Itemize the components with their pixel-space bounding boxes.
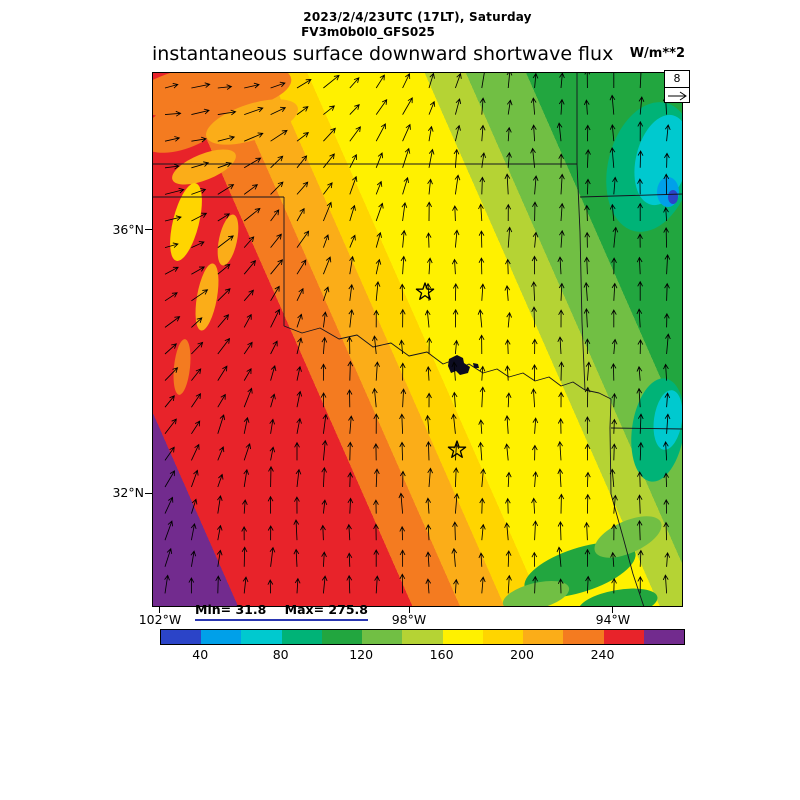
colorbar-segment: [482, 630, 524, 644]
field-max-value: Max= 275.8: [284, 602, 368, 617]
location-star-marker: [447, 440, 467, 458]
lon-tick-label: 94°W: [595, 612, 631, 627]
location-star-marker: [415, 282, 435, 300]
colorbar-tick-label: 40: [192, 647, 209, 662]
lat-tick-mark: [145, 492, 152, 494]
colorbar-tick-label: 160: [429, 647, 454, 662]
field-min-value: Min= 31.8: [195, 602, 267, 617]
colorbar-segment: [362, 630, 403, 644]
lon-tick-mark: [159, 607, 161, 613]
reference-vector-box: 8: [664, 70, 690, 103]
colorbar-segment: [402, 630, 443, 644]
colorbar-segment: [321, 630, 363, 644]
colorbar-segment: [442, 630, 483, 644]
colorbar-tick-label: 240: [590, 647, 615, 662]
units-label: W/m**2: [629, 46, 685, 61]
lat-tick-label: 32°N: [112, 485, 144, 501]
lon-tick-label: 102°W: [138, 612, 182, 627]
colorbar-segment: [523, 630, 564, 644]
star-markers: [415, 282, 467, 458]
map-panel: [132, 61, 694, 620]
colorbar-segment: [603, 630, 644, 644]
colorbar-segment: [563, 630, 604, 644]
colorbar-tick-label: 80: [272, 647, 289, 662]
valid-time-title: 2023/2/4/23UTC (17LT), Saturday: [303, 10, 532, 24]
reference-vector-value: 8: [665, 71, 689, 88]
colorbar: [160, 629, 685, 645]
reference-vector-arrow-icon: [668, 91, 687, 101]
colorbar-segment: [201, 630, 242, 644]
colorbar-segment: [161, 630, 202, 644]
lon-tick-mark: [408, 607, 410, 613]
wind-vector-arrows: [164, 67, 671, 594]
model-run-title: FV3m0b0l0_GFS025: [301, 25, 435, 39]
lake-shape: [448, 355, 479, 375]
lat-tick-mark: [145, 229, 152, 231]
map-frame: [152, 72, 683, 607]
colorbar-tick-label: 120: [349, 647, 374, 662]
colorbar-segment: [241, 630, 282, 644]
lon-tick-mark: [612, 607, 614, 613]
colorbar-segment: [281, 630, 322, 644]
flux-field: [152, 72, 683, 607]
colorbar-tick-label: 200: [510, 647, 534, 662]
flux-field-map: [132, 61, 694, 620]
lon-tick-label: 98°W: [391, 612, 427, 627]
colorbar-segment: [643, 630, 685, 644]
lat-tick-label: 36°N: [112, 221, 144, 237]
minmax-label: Min= 31.8 Max= 275.8: [195, 602, 368, 621]
variable-title: instantaneous surface downward shortwave…: [152, 43, 614, 65]
